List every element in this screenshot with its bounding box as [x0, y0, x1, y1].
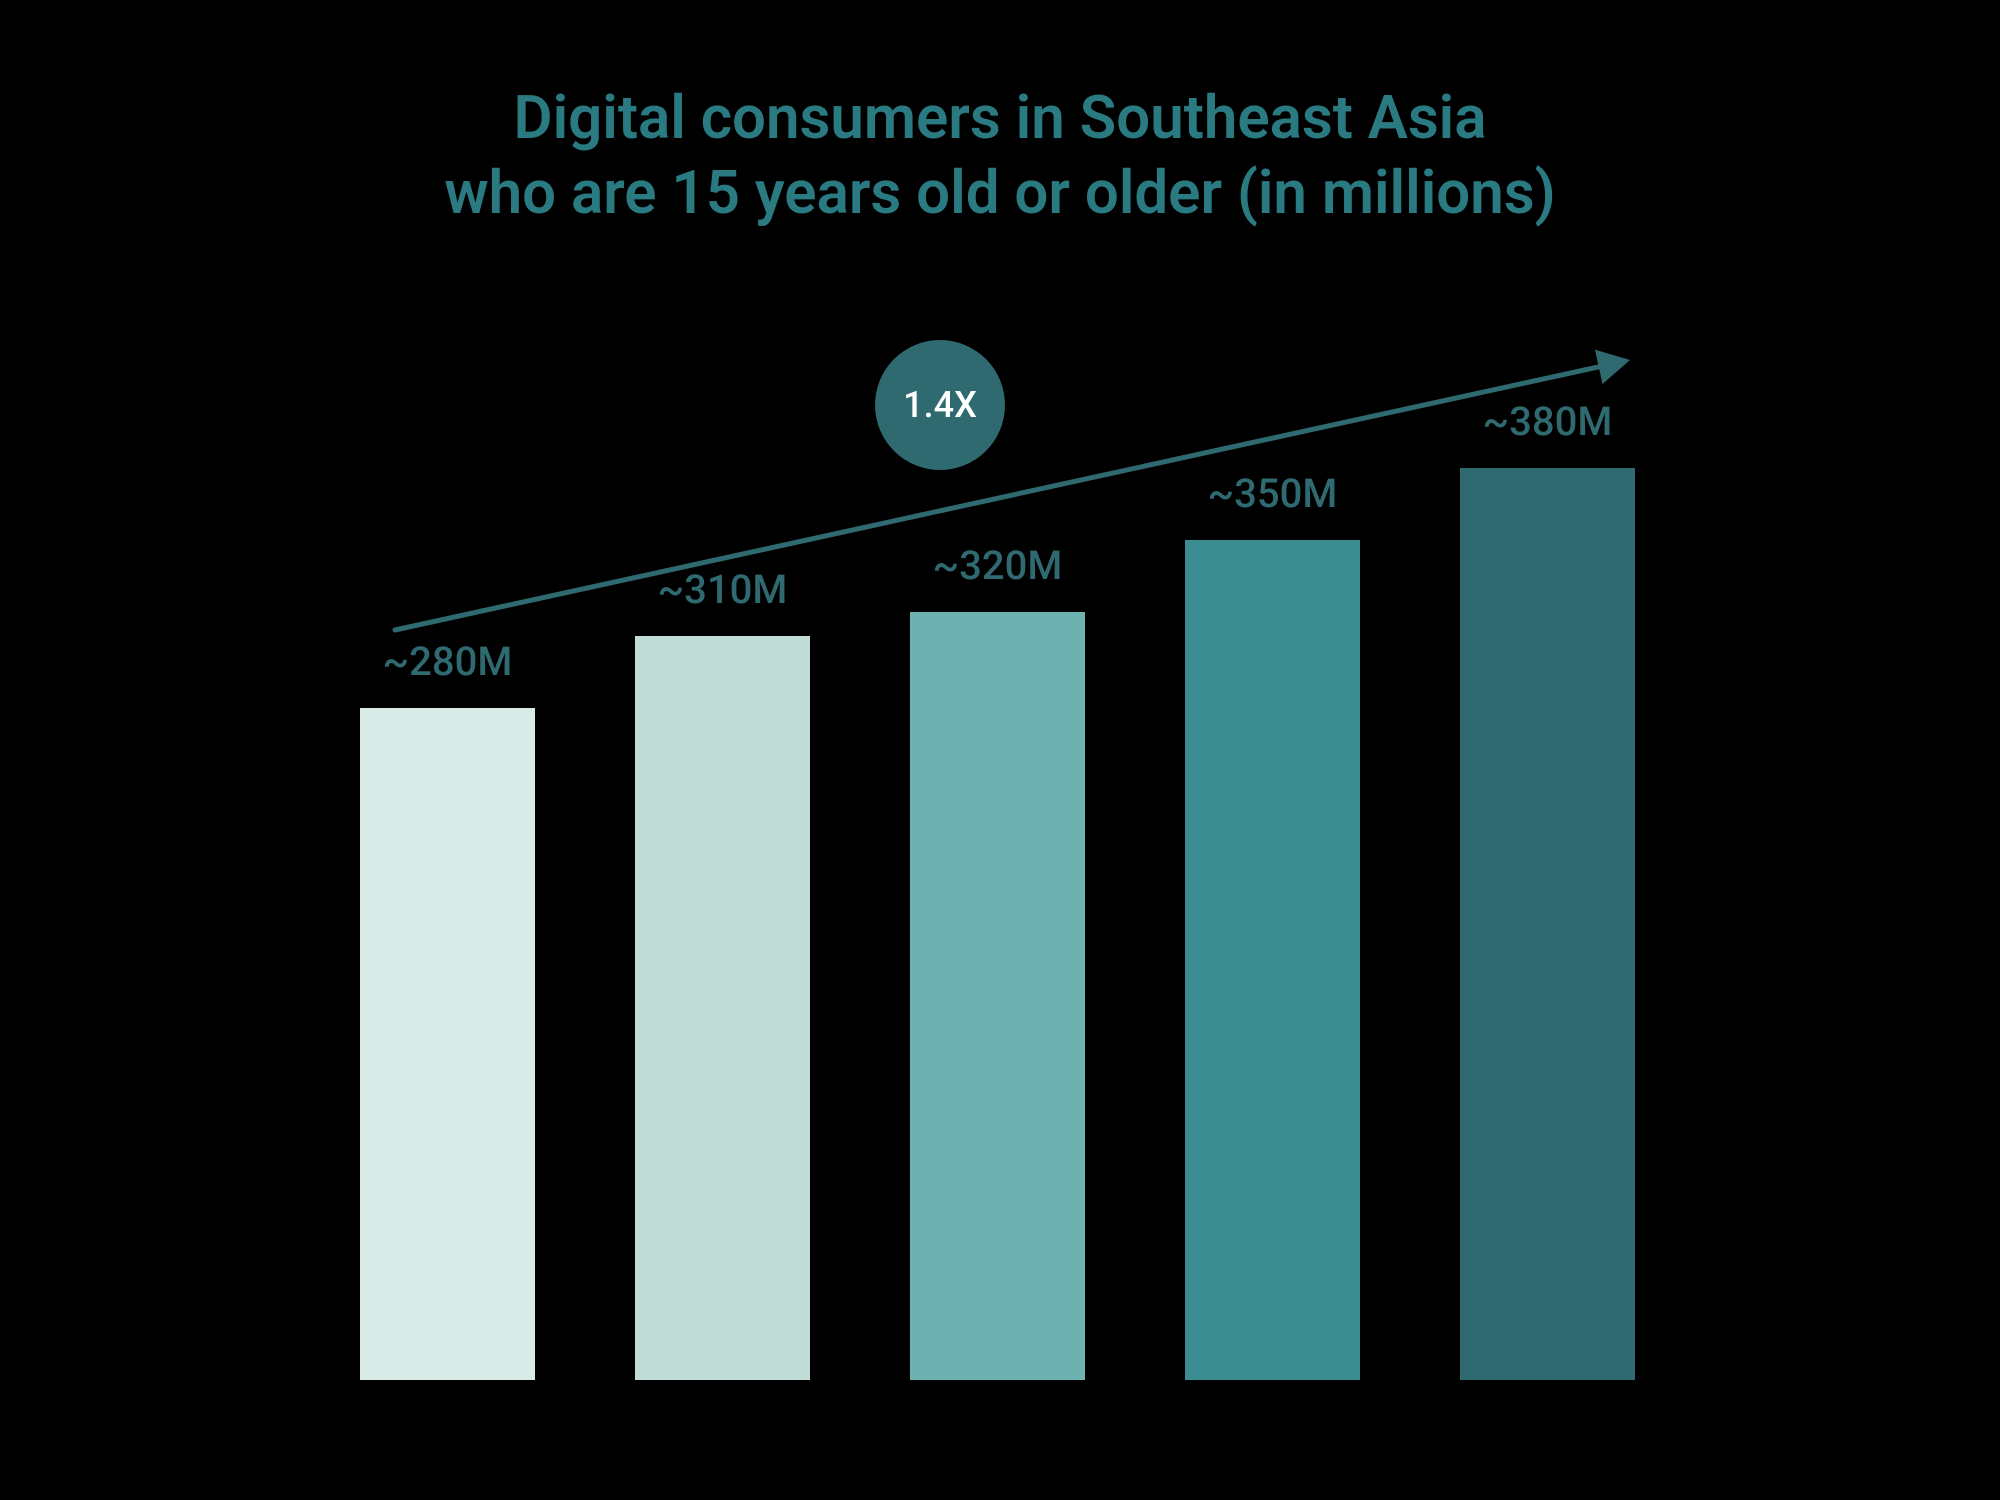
growth-multiplier-text: 1.4X	[903, 384, 977, 426]
bar-value-label: ~310M	[623, 566, 823, 613]
bar-value-label: ~380M	[1448, 398, 1648, 445]
growth-multiplier-badge: 1.4X	[875, 340, 1005, 470]
chart-title: Digital consumers in Southeast Asiawho a…	[0, 80, 2000, 230]
chart-title-line1: Digital consumers in Southeast Asia	[514, 82, 1487, 153]
bar	[1185, 540, 1360, 1380]
bar-value-label: ~350M	[1173, 470, 1373, 517]
bar	[635, 636, 810, 1380]
bar	[1460, 468, 1635, 1380]
bar	[360, 708, 535, 1380]
bar-value-label: ~320M	[898, 542, 1098, 589]
chart-canvas: Digital consumers in Southeast Asiawho a…	[0, 0, 2000, 1500]
bar	[910, 612, 1085, 1380]
bar-value-label: ~280M	[348, 638, 548, 685]
chart-title-line2: who are 15 years old or older (in millio…	[444, 157, 1555, 228]
